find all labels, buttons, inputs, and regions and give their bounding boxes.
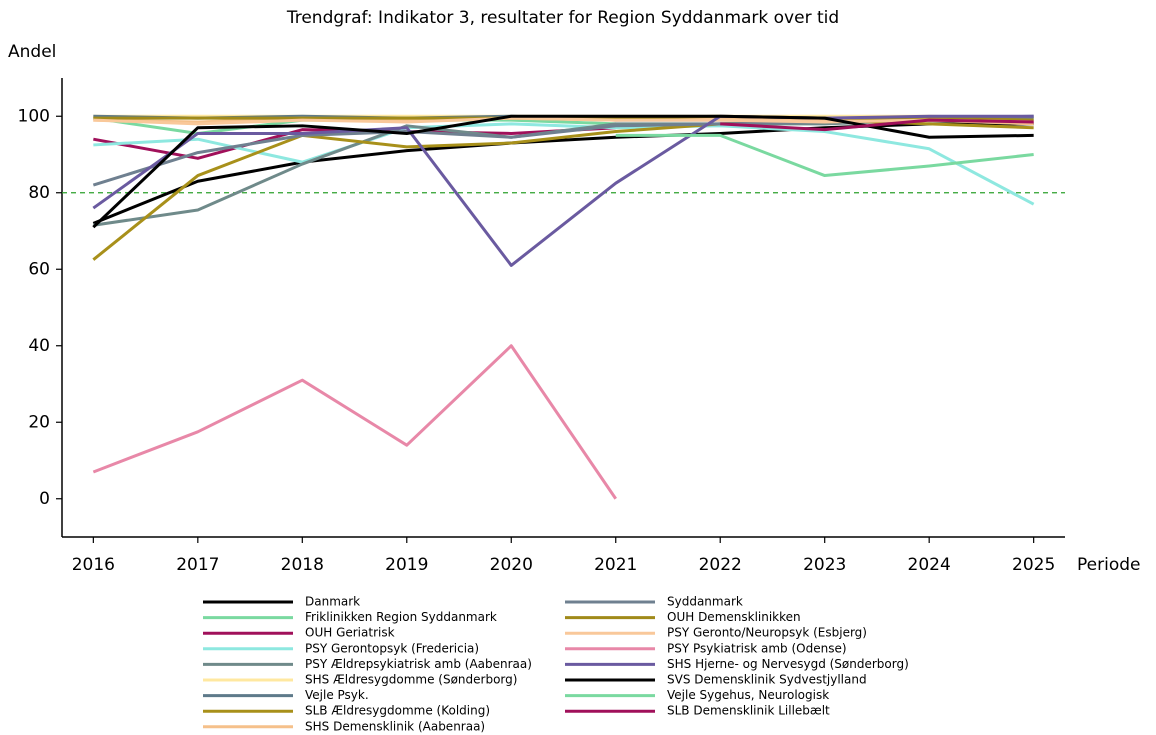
- legend-label: SHS Demensklinik (Aabenraa): [305, 719, 485, 733]
- series-line: [92, 122, 1034, 225]
- x-tick-label: 2023: [803, 555, 846, 575]
- legend-label: Friklinikken Region Syddanmark: [305, 610, 497, 624]
- legend-label: Syddanmark: [667, 595, 743, 609]
- x-tick-label: 2017: [176, 555, 219, 575]
- series-line: [92, 344, 617, 500]
- x-tick-label: 2021: [594, 555, 637, 575]
- legend-label: SLB Ældresygdomme (Kolding): [305, 704, 490, 718]
- y-tick-label: 100: [18, 106, 50, 126]
- y-tick-label: 20: [28, 412, 50, 432]
- legend-label: SHS Ældresygdomme (Sønderborg): [305, 673, 517, 687]
- x-axis-label: Periode: [1077, 555, 1140, 575]
- series-line: [720, 118, 1034, 132]
- x-tick-label: 2016: [72, 555, 115, 575]
- legend-label: Vejle Sygehus, Neurologisk: [667, 688, 829, 702]
- series-line: [93, 122, 1035, 206]
- legend-label: OUH Geriatrisk: [305, 626, 395, 640]
- series-line: [615, 133, 1034, 178]
- y-axis-label: Andel: [8, 42, 56, 62]
- y-tick-label: 60: [28, 259, 50, 279]
- x-tick-label: 2024: [908, 555, 951, 575]
- chart-title: Trendgraf: Indikator 3, resultater for R…: [286, 8, 839, 28]
- legend-label: SVS Demensklinik Sydvestjylland: [667, 673, 867, 687]
- legend-label: Vejle Psyk.: [305, 688, 369, 702]
- legend-label: OUH Demensklinikken: [667, 610, 801, 624]
- x-tick-label: 2019: [385, 555, 428, 575]
- y-tick-label: 0: [39, 489, 50, 509]
- legend-label: PSY Ældrepsykiatrisk amb (Aabenraa): [305, 657, 532, 671]
- series-line: [93, 116, 1034, 126]
- series-line: [92, 114, 1034, 267]
- legend-label: PSY Psykiatrisk amb (Odense): [667, 641, 847, 655]
- y-tick-label: 80: [28, 183, 50, 203]
- x-tick-label: 2018: [281, 555, 324, 575]
- legend-label: Danmark: [305, 595, 360, 609]
- legend-label: SHS Hjerne- og Nervesygd (Sønderborg): [667, 657, 909, 671]
- x-tick-label: 2025: [1012, 555, 1055, 575]
- series-line: [92, 114, 1034, 229]
- y-tick-label: 40: [28, 336, 50, 356]
- x-tick-label: 2022: [699, 555, 742, 575]
- legend-label: PSY Geronto/Neuropsyk (Esbjerg): [667, 626, 867, 640]
- legend-label: PSY Gerontopsyk (Fredericia): [305, 641, 479, 655]
- x-tick-label: 2020: [490, 555, 533, 575]
- legend-label: SLB Demensklinik Lillebælt: [667, 704, 830, 718]
